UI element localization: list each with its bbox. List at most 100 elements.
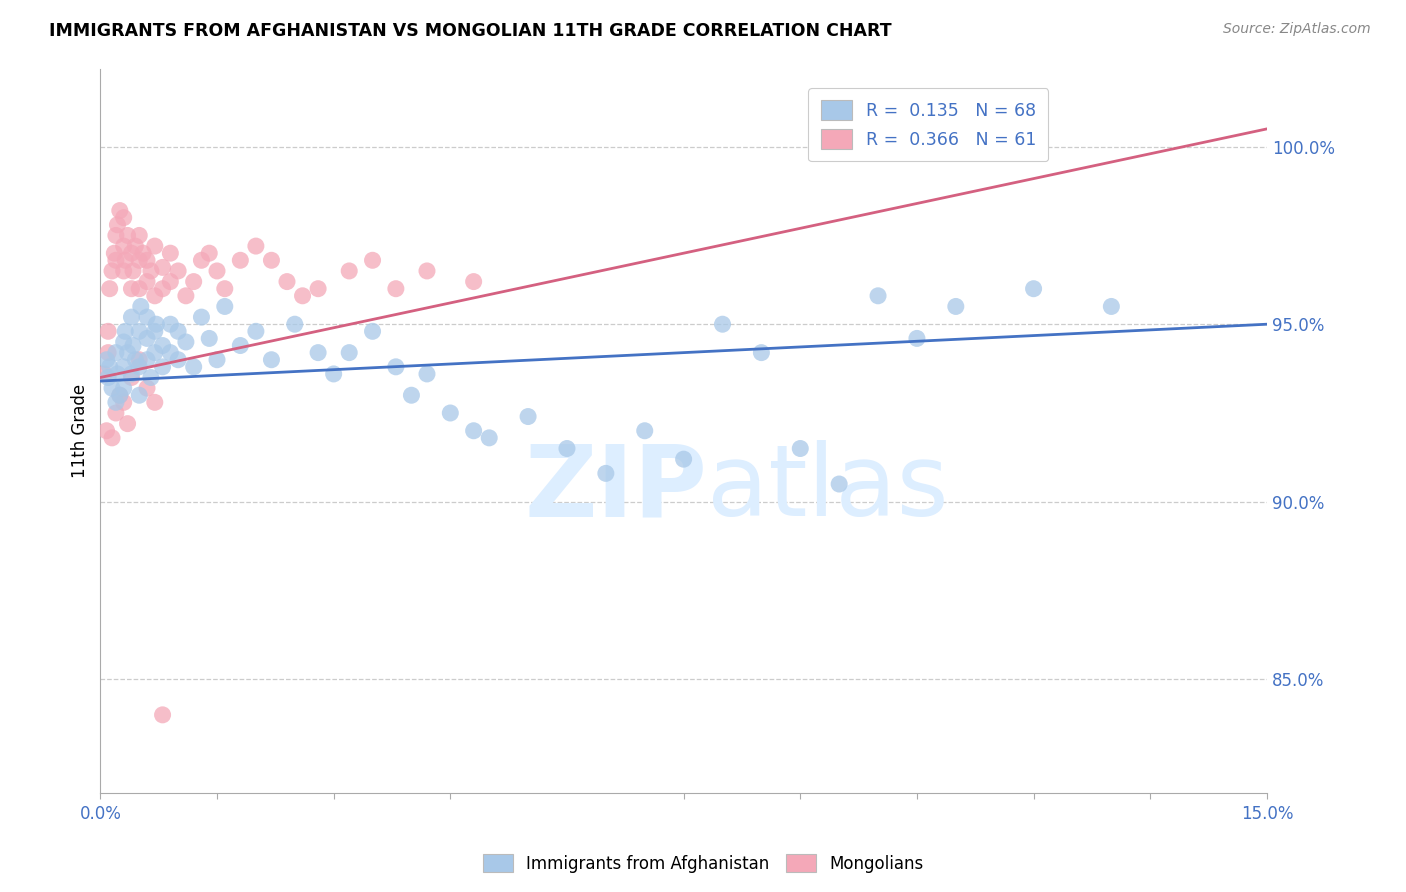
Point	[174, 334, 197, 349]
Point	[322, 367, 344, 381]
Point	[152, 707, 174, 722]
Point	[711, 317, 734, 331]
Point	[108, 388, 131, 402]
Point	[124, 239, 146, 253]
Point	[128, 282, 150, 296]
Point	[361, 253, 384, 268]
Point	[751, 345, 773, 359]
Point	[463, 424, 485, 438]
Text: atlas: atlas	[707, 441, 949, 537]
Point	[205, 264, 228, 278]
Point	[128, 359, 150, 374]
Point	[136, 352, 159, 367]
Point	[159, 275, 181, 289]
Point	[291, 289, 314, 303]
Text: IMMIGRANTS FROM AFGHANISTAN VS MONGOLIAN 11TH GRADE CORRELATION CHART: IMMIGRANTS FROM AFGHANISTAN VS MONGOLIAN…	[49, 22, 891, 40]
Point	[120, 310, 142, 325]
Point	[93, 367, 115, 381]
Point	[122, 338, 145, 352]
Point	[128, 324, 150, 338]
Point	[260, 253, 283, 268]
Point	[117, 417, 139, 431]
Point	[128, 228, 150, 243]
Point	[245, 324, 267, 338]
Point	[128, 388, 150, 402]
Point	[112, 264, 135, 278]
Point	[128, 253, 150, 268]
Point	[828, 477, 851, 491]
Point	[136, 381, 159, 395]
Point	[276, 275, 298, 289]
Point	[128, 352, 150, 367]
Point	[868, 289, 890, 303]
Text: ZIP: ZIP	[524, 441, 707, 537]
Point	[190, 310, 212, 325]
Point	[260, 352, 283, 367]
Point	[152, 282, 174, 296]
Point	[120, 367, 142, 381]
Point	[107, 367, 129, 381]
Point	[136, 253, 159, 268]
Point	[307, 282, 329, 296]
Point	[139, 370, 162, 384]
Point	[120, 282, 142, 296]
Point	[1022, 282, 1045, 296]
Point	[97, 345, 120, 359]
Point	[136, 331, 159, 345]
Point	[183, 275, 205, 289]
Point	[101, 381, 124, 395]
Point	[114, 253, 136, 268]
Point	[905, 331, 928, 345]
Point	[789, 442, 811, 456]
Point	[103, 246, 125, 260]
Point	[385, 359, 408, 374]
Point	[97, 370, 120, 384]
Point	[634, 424, 657, 438]
Point	[401, 388, 423, 402]
Legend: Immigrants from Afghanistan, Mongolians: Immigrants from Afghanistan, Mongolians	[475, 847, 931, 880]
Point	[416, 264, 439, 278]
Point	[361, 324, 384, 338]
Point	[108, 203, 131, 218]
Point	[104, 345, 127, 359]
Point	[124, 352, 146, 367]
Point	[112, 239, 135, 253]
Point	[478, 431, 501, 445]
Point	[555, 442, 578, 456]
Point	[136, 310, 159, 325]
Point	[174, 289, 197, 303]
Point	[337, 264, 360, 278]
Point	[112, 211, 135, 225]
Point	[167, 264, 190, 278]
Point	[284, 317, 307, 331]
Point	[152, 338, 174, 352]
Point	[190, 253, 212, 268]
Point	[132, 246, 155, 260]
Point	[198, 246, 221, 260]
Point	[104, 395, 127, 409]
Point	[112, 395, 135, 409]
Point	[337, 345, 360, 359]
Point	[672, 452, 695, 467]
Point	[117, 228, 139, 243]
Point	[117, 345, 139, 359]
Point	[97, 324, 120, 338]
Point	[112, 381, 135, 395]
Point	[517, 409, 540, 424]
Point	[108, 388, 131, 402]
Point	[152, 359, 174, 374]
Point	[143, 395, 166, 409]
Point	[439, 406, 461, 420]
Point	[152, 260, 174, 275]
Point	[107, 218, 129, 232]
Point	[143, 324, 166, 338]
Point	[229, 253, 252, 268]
Point	[101, 264, 124, 278]
Point	[143, 345, 166, 359]
Point	[198, 331, 221, 345]
Point	[136, 275, 159, 289]
Point	[104, 253, 127, 268]
Y-axis label: 11th Grade: 11th Grade	[72, 384, 89, 478]
Point	[245, 239, 267, 253]
Point	[129, 300, 152, 314]
